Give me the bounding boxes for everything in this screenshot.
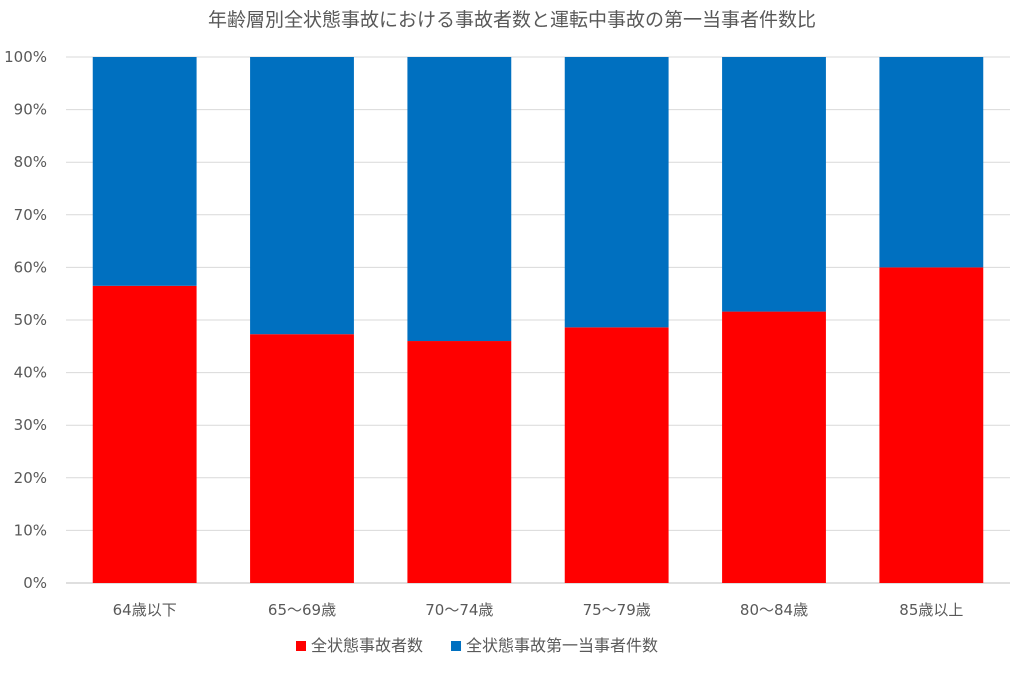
x-axis-ticks: 64歳以下 65〜69歳 70〜74歳 75〜79歳 80〜84歳 85歳以上 <box>113 601 964 619</box>
y-tick-label: 80% <box>14 153 47 171</box>
x-tick-label: 80〜84歳 <box>740 601 808 619</box>
bar-segment <box>407 341 512 583</box>
bars <box>92 57 984 583</box>
y-tick-label: 100% <box>4 48 47 66</box>
legend-label: 全状態事故第一当事者件数 <box>466 636 658 655</box>
y-tick-label: 90% <box>14 101 47 119</box>
y-axis-ticks: 0% 10% 20% 30% 40% 50% 60% 70% 80% 90% 100% <box>4 48 47 592</box>
x-tick-label: 75〜79歳 <box>583 601 651 619</box>
y-tick-label: 50% <box>14 311 47 329</box>
gridlines <box>66 56 1010 584</box>
bar-segment <box>250 57 354 335</box>
bar-segment <box>250 334 354 583</box>
x-tick-label: 85歳以上 <box>899 601 963 619</box>
chart-title: 年齢層別全状態事故における事故者数と運転中事故の第一当事者件数比 <box>208 9 816 31</box>
y-tick-label: 60% <box>14 258 47 276</box>
bar-segment <box>92 57 197 286</box>
y-tick-label: 0% <box>23 574 47 592</box>
bar-segment <box>92 285 197 583</box>
bar-segment <box>722 57 826 312</box>
y-tick-label: 70% <box>14 206 47 224</box>
bar-segment <box>722 311 826 583</box>
legend-swatch <box>451 641 462 651</box>
bar-segment <box>879 267 984 583</box>
y-tick-label: 30% <box>14 416 47 434</box>
legend-label: 全状態事故者数 <box>311 636 423 655</box>
x-tick-label: 70〜74歳 <box>425 601 493 619</box>
y-tick-label: 40% <box>14 364 47 382</box>
legend-swatch <box>296 641 306 651</box>
y-tick-label: 20% <box>14 469 47 487</box>
x-tick-label: 64歳以下 <box>113 601 177 619</box>
y-tick-label: 10% <box>14 521 47 539</box>
x-tick-label: 65〜69歳 <box>268 601 336 619</box>
bar-segment <box>879 57 984 268</box>
bar-segment <box>564 57 669 328</box>
bar-segment <box>407 57 512 342</box>
legend: 全状態事故者数 全状態事故第一当事者件数 <box>296 636 658 655</box>
bar-segment <box>564 327 669 583</box>
